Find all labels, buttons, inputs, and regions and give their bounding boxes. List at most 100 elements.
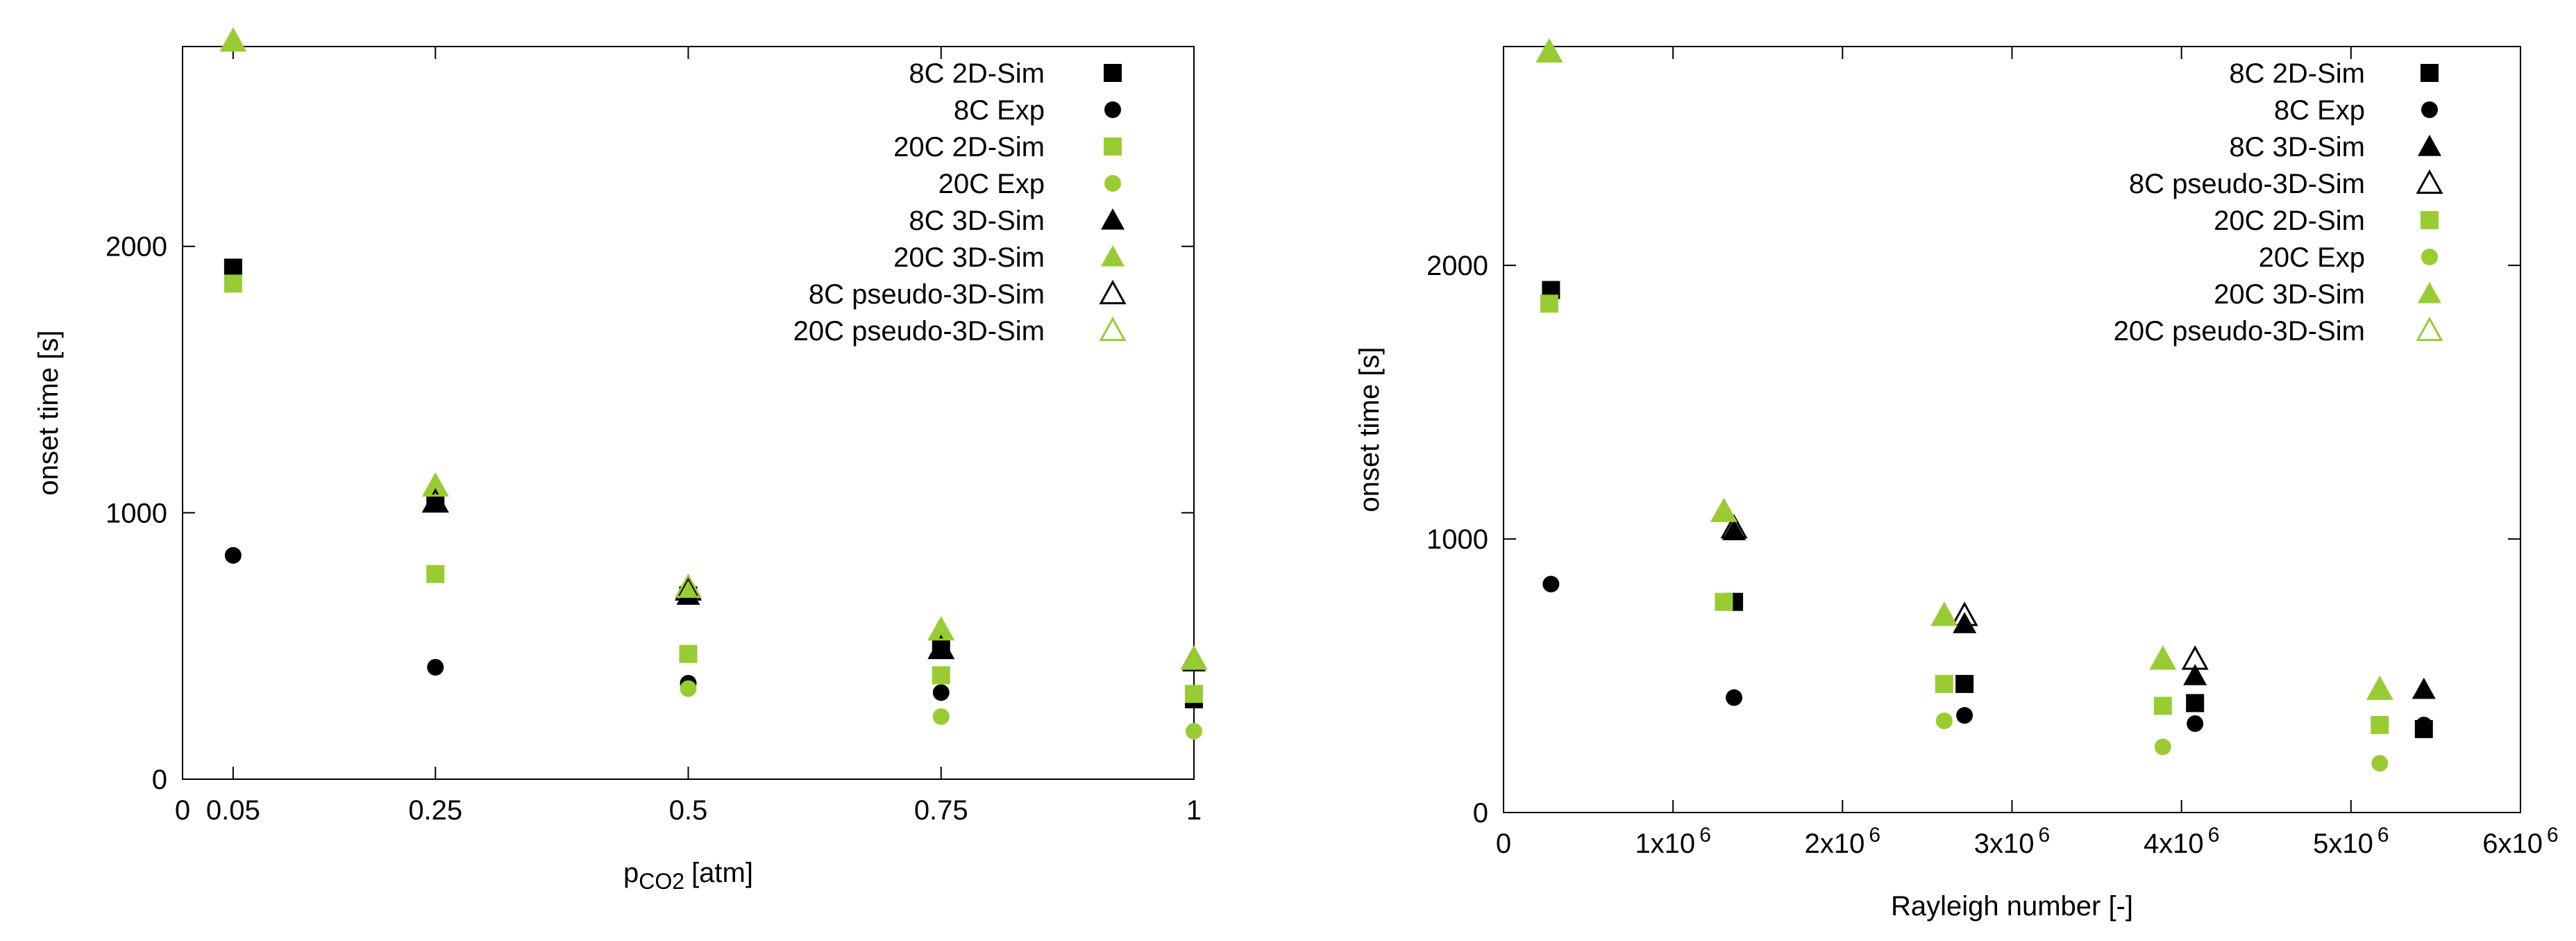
data-point [676,575,700,597]
x-axis-label: pCO2 [atm] [623,858,753,894]
legend-marker [2418,135,2441,156]
y-tick-label: 2000 [1426,251,1488,281]
data-point [1182,647,1206,669]
series-8c-3d-sim [1722,519,2436,699]
legend: 8C 2D-Sim 8C Exp 8C 3D-Sim 8C pseudo-3D-Sim… [2114,58,2443,347]
data-point [2153,697,2172,715]
legend-label: 20C pseudo-3D-Sim [793,316,1045,347]
data-point [932,684,950,701]
x-tick-label: 0.75 [914,795,968,826]
series-8c-exp [224,547,1202,703]
x-tick-label: 0.5 [669,795,708,826]
chart-1: 0 1000 2000 0 0.05 0.25 0.5 0.75 1 onset time [s]… [33,27,1208,894]
legend-marker [2421,101,2438,118]
data-point [2371,755,2389,772]
series-20c-pseudo-3d-sim [1535,38,2393,700]
data-point [1710,497,1737,522]
x-tick-label: 6x10 6 [2482,824,2558,859]
data-point [421,488,449,513]
data-point [932,708,950,725]
series-8c-3d-sim [423,490,1206,672]
data-point [927,616,955,641]
data-point [2368,677,2392,699]
y-axis-label: onset time [s] [1354,347,1385,513]
data-point [680,680,697,697]
data-point [927,634,955,660]
x-tick-label: 2x10 6 [1805,824,1880,859]
legend-label: 8C Exp [2274,95,2365,126]
legend-marker [2418,282,2441,303]
x-tick-label: 0 [175,795,190,826]
legend-label: 20C 2D-Sim [2214,206,2365,236]
series-20c-3d-sim [1537,40,2392,699]
data-point [2187,715,2204,732]
legend-marker [2416,316,2443,342]
data-point [2366,675,2393,700]
legend-label: 20C 3D-Sim [2214,279,2365,310]
series-8c-pseudo-3d-sim [421,488,1208,670]
data-point [1930,601,1958,626]
legend-marker [1104,138,1122,156]
data-point [224,274,242,293]
legend-label: 8C 3D-Sim [909,206,1045,236]
series-8c-exp [1542,576,2432,733]
x-tick-label: 1 [1186,795,1202,826]
y-axis-label: onset time [s] [33,331,64,496]
data-point [2150,647,2175,669]
data-point [219,27,247,52]
legend-label: 20C 3D-Sim [893,242,1045,273]
data-point [2154,738,2171,756]
data-point [221,29,245,51]
data-point [674,576,702,601]
legend-label: 8C 2D-Sim [909,58,1045,89]
legend-label: 20C Exp [2259,242,2365,273]
x-tick-label: 3x10 6 [1974,824,2050,859]
data-point [1540,294,1558,313]
legend-marker [2416,169,2443,194]
y-tick-label: 1000 [106,498,167,528]
data-point [1726,689,1743,706]
legend-marker [1101,245,1125,267]
legend-label: 8C 2D-Sim [2229,58,2365,89]
x-tick-label: 0.05 [206,795,260,826]
chart-2: 0 1000 2000 0 1x10 6 2x10 6 3x10 6 4x10 6 5x10 6 6x10 6… [1354,38,2559,922]
data-point [1542,576,1560,593]
series-8c-2d-sim [224,258,1203,708]
data-point [2183,664,2207,685]
data-point [421,472,449,497]
series-20c-3d-sim [221,29,1206,669]
legend-marker [1099,316,1127,342]
y-tick-label: 0 [1473,798,1488,828]
series-20c-2d-sim [1540,294,2389,734]
series-20c-exp [680,680,1202,740]
legend-marker [1101,208,1125,230]
series-20c-pseudo-3d-sim [219,27,1208,670]
data-point [1935,674,1953,693]
data-point [2415,716,2432,733]
data-point [1537,40,1561,62]
data-point [1955,674,1974,693]
y-tick-label: 0 [152,765,167,795]
legend-label: 8C 3D-Sim [2229,132,2365,163]
data-point [423,490,448,512]
data-point [674,573,702,598]
data-point [929,637,953,658]
legend-label: 20C Exp [938,169,1045,199]
legend-label: 8C Exp [954,95,1045,126]
data-point [2371,715,2389,734]
data-point [1185,685,1203,703]
data-point [2411,677,2436,699]
legend: 8C 2D-Sim 8C Exp 20C 2D-Sim 20C Exp 8C 3D-Si… [793,58,1127,347]
legend-marker [1099,279,1127,305]
data-point [1956,707,1973,724]
x-axis-label: Rayleigh number [-] [1891,891,2133,922]
series-20c-2d-sim [224,274,1203,703]
legend-marker [2421,249,2438,265]
data-point [1722,519,1746,540]
y-tick-label: 2000 [106,232,167,263]
legend-label: 8C pseudo-3D-Sim [2129,169,2365,199]
data-point [224,258,242,277]
data-point [1953,612,1977,633]
data-point [2186,694,2205,713]
